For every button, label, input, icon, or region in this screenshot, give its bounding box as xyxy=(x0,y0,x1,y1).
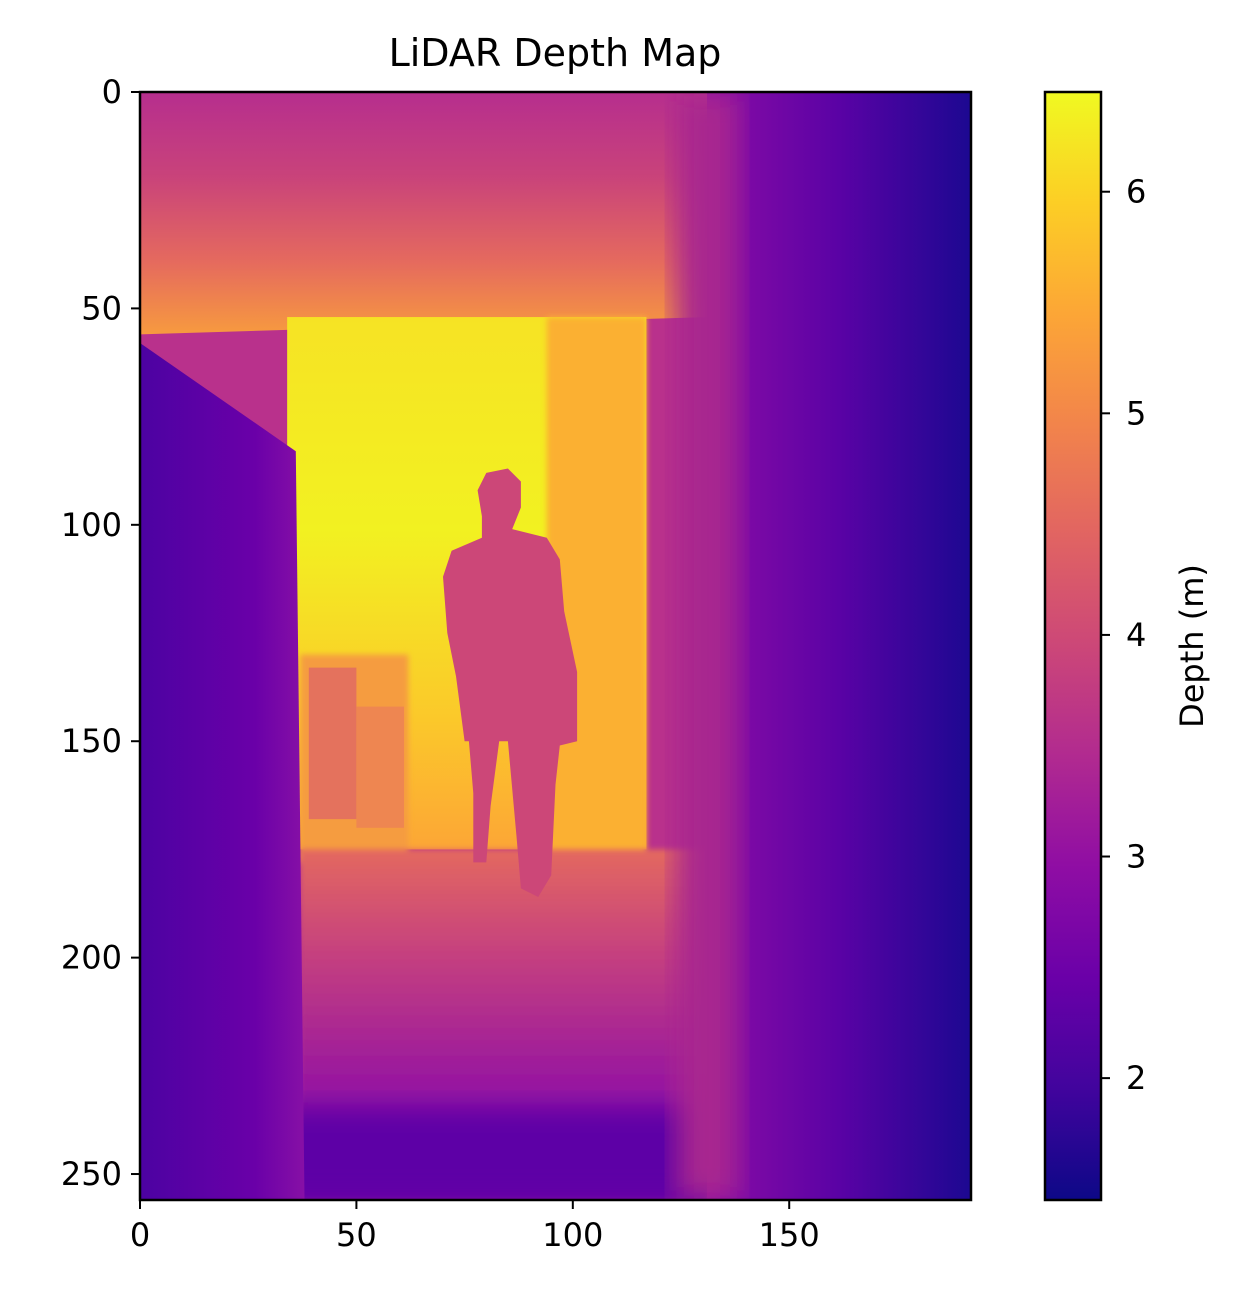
cabinet-left xyxy=(308,667,357,820)
y-axis: 0 50 100 150 200 250 xyxy=(61,73,140,1193)
right-wall-edge xyxy=(676,92,738,1200)
colorbar-axis: 2 3 4 5 6 xyxy=(1101,173,1146,1097)
x-axis: 0 50 100 150 xyxy=(130,1200,820,1254)
colorbar-tick-label: 6 xyxy=(1126,173,1146,211)
y-tick-label: 50 xyxy=(81,289,122,327)
cabinet-right xyxy=(356,706,405,828)
colorbar-tick-label: 3 xyxy=(1126,838,1146,876)
ceiling-region xyxy=(140,92,707,335)
y-tick-label: 100 xyxy=(61,506,122,544)
plot-frame xyxy=(138,90,973,1202)
x-tick-label: 50 xyxy=(336,1216,377,1254)
colorbar-tick-label: 4 xyxy=(1126,616,1146,654)
x-tick-label: 0 xyxy=(130,1216,150,1254)
chart-title: LiDAR Depth Map xyxy=(389,31,722,75)
right-wall-region xyxy=(707,92,971,1200)
y-tick-label: 200 xyxy=(61,939,122,977)
corridor-right-band xyxy=(546,317,647,863)
x-tick-label: 100 xyxy=(542,1216,603,1254)
colorbar xyxy=(1043,90,1103,1202)
person-silhouette xyxy=(443,468,578,897)
y-tick-label: 150 xyxy=(61,722,122,760)
floor-near-region xyxy=(183,1109,833,1200)
y-tick-label: 0 xyxy=(102,73,122,111)
x-tick-label: 150 xyxy=(759,1216,820,1254)
colorbar-tick-label: 2 xyxy=(1126,1059,1146,1097)
y-tick-label: 250 xyxy=(61,1155,122,1193)
colorbar-tick-label: 5 xyxy=(1126,394,1146,432)
heatmap-image xyxy=(140,92,971,1200)
colorbar-label: Depth (m) xyxy=(1173,564,1211,728)
left-wall-region xyxy=(140,343,305,1200)
